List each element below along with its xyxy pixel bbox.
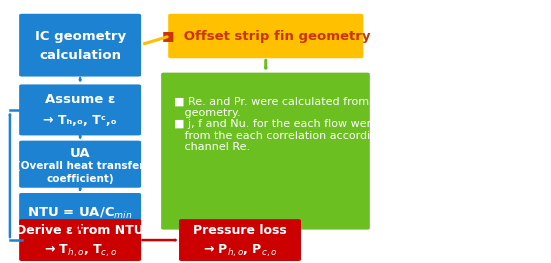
Text: IC geometry: IC geometry [35, 29, 126, 43]
Text: ■ Re. and Pr. were calculated from the IC: ■ Re. and Pr. were calculated from the I… [174, 96, 405, 106]
Text: UA: UA [70, 147, 90, 160]
Text: Pressure loss: Pressure loss [193, 224, 287, 237]
Text: → T$_{h,o}$, T$_{c,o}$: → T$_{h,o}$, T$_{c,o}$ [44, 242, 117, 259]
FancyBboxPatch shape [179, 219, 301, 261]
Text: → Tₕ,ₒ, Tᶜ,ₒ: → Tₕ,ₒ, Tᶜ,ₒ [43, 114, 117, 127]
FancyBboxPatch shape [168, 14, 363, 58]
FancyBboxPatch shape [19, 14, 141, 77]
Text: Derive ε from NTU: Derive ε from NTU [16, 224, 144, 237]
FancyBboxPatch shape [161, 73, 370, 230]
Text: NTU = UA/C$_{min}$: NTU = UA/C$_{min}$ [27, 206, 133, 221]
FancyBboxPatch shape [19, 141, 141, 188]
Text: Assume ε: Assume ε [45, 93, 115, 107]
FancyBboxPatch shape [19, 84, 141, 135]
FancyBboxPatch shape [19, 219, 141, 261]
Text: → P$_{h,o}$, P$_{c,o}$: → P$_{h,o}$, P$_{c,o}$ [203, 242, 277, 259]
Text: ■ j, f and Nu. for the each flow were calculated: ■ j, f and Nu. for the each flow were ca… [174, 119, 439, 129]
Text: calculation: calculation [39, 49, 121, 62]
Text: geometry.: geometry. [174, 108, 240, 118]
Text: coefficient): coefficient) [46, 174, 114, 184]
FancyBboxPatch shape [19, 193, 141, 234]
Text: (Overall heat transfer: (Overall heat transfer [16, 160, 144, 170]
Text: from the each correlation according to the: from the each correlation according to t… [174, 131, 420, 141]
Text: channel Re.: channel Re. [174, 143, 250, 153]
Text: ■  Offset strip fin geometry: ■ Offset strip fin geometry [161, 29, 370, 43]
